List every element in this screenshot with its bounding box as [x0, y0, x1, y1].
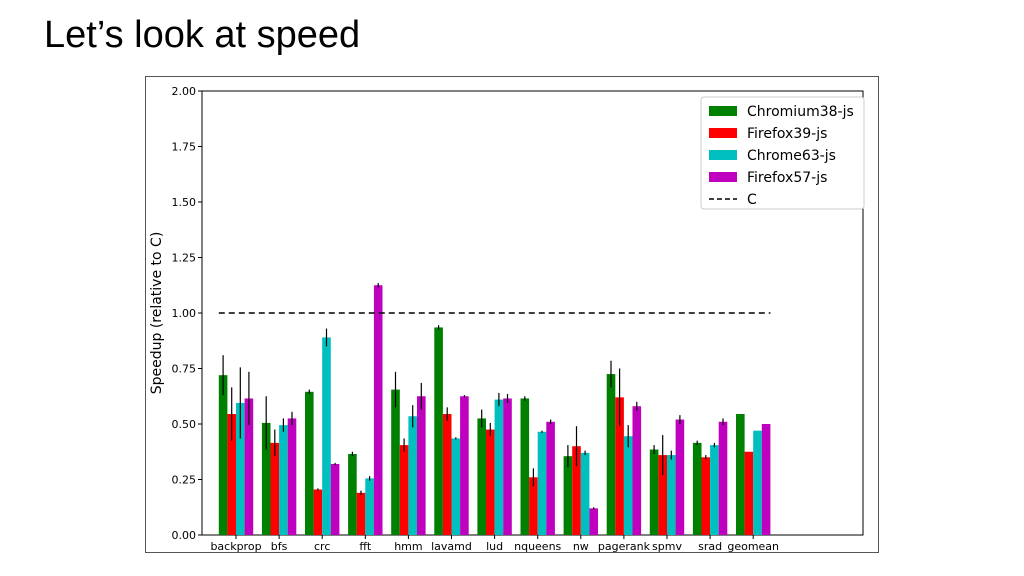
bar [572, 446, 581, 535]
bar [744, 451, 754, 535]
x-tick-label: geomean [727, 540, 779, 552]
bar [580, 452, 590, 535]
x-tick-label: bfs [271, 540, 288, 552]
bar [736, 414, 745, 535]
bar [434, 327, 443, 535]
legend-label: Chrome63-js [747, 148, 836, 164]
legend-label: Chromium38-js [747, 104, 854, 120]
bar [615, 397, 624, 535]
x-tick-label: srad [698, 540, 722, 552]
x-tick-label: nqueens [514, 540, 561, 552]
bar [563, 456, 573, 535]
bar [692, 442, 702, 535]
bar [606, 374, 616, 535]
y-axis-title: Speedup (relative to C) [149, 232, 165, 395]
legend-swatch [709, 150, 737, 160]
bar [546, 421, 555, 535]
legend-swatch [709, 106, 737, 116]
y-tick-label: 0.00 [172, 529, 197, 542]
bar [227, 414, 236, 535]
y-tick-label: 1.25 [172, 252, 197, 265]
bar [520, 398, 530, 535]
bar [658, 455, 667, 535]
bar [675, 419, 685, 535]
bar [710, 445, 719, 535]
x-tick-label: pagerank [598, 540, 651, 552]
legend-label: Firefox57-js [747, 170, 827, 186]
bar [442, 414, 452, 535]
bar [322, 337, 331, 535]
x-tick-label: fft [359, 540, 372, 552]
bar [305, 391, 314, 535]
y-tick-label: 1.50 [172, 196, 197, 209]
legend-label: C [747, 192, 757, 208]
legend-swatch [709, 172, 737, 182]
bar [348, 453, 357, 535]
bar [460, 396, 469, 535]
bar [218, 375, 228, 535]
bar [287, 418, 297, 535]
bar [330, 463, 340, 535]
y-tick-label: 0.75 [172, 363, 197, 376]
x-tick-label: nw [573, 540, 589, 552]
speedup-bar-chart: 0.00 0.25 0.50 0.75 1.00 1.25 1.50 1.75 2.00 Spee… [149, 85, 865, 552]
x-tick-label: lavamd [431, 540, 472, 552]
chart-figure: 0.00 0.25 0.50 0.75 1.00 1.25 1.50 1.75 2.00 Spee… [145, 76, 879, 553]
bar [589, 508, 598, 535]
bar [261, 422, 271, 535]
bar [391, 389, 400, 535]
bar [494, 399, 504, 535]
y-tick-label: 0.25 [172, 474, 197, 487]
bar [365, 478, 374, 535]
legend-swatch [709, 128, 737, 138]
x-tick-label: backprop [210, 540, 261, 552]
bar [701, 457, 711, 535]
bar [408, 416, 417, 535]
bar [451, 438, 461, 535]
bar [236, 402, 245, 535]
bar [667, 455, 676, 535]
bar [279, 425, 288, 535]
bar [632, 406, 642, 535]
y-tick-label: 1.00 [172, 307, 197, 320]
bar [313, 489, 323, 535]
bar [753, 430, 762, 535]
bar [537, 431, 547, 535]
y-tick-label: 2.00 [172, 85, 197, 98]
bar [373, 285, 383, 535]
bar [399, 445, 409, 535]
y-tick-label: 1.75 [172, 141, 197, 154]
y-tick-label: 0.50 [172, 418, 197, 431]
x-tick-label: lud [486, 540, 503, 552]
legend-label: Firefox39-js [747, 126, 827, 142]
legend-box [700, 96, 865, 210]
bar [244, 398, 254, 535]
bar [761, 424, 771, 535]
bar [503, 398, 512, 535]
bar [356, 492, 366, 535]
x-tick-label: crc [314, 540, 330, 552]
x-tick-label: spmv [652, 540, 682, 552]
bar [623, 436, 633, 535]
slide-title: Let’s look at speed [44, 14, 361, 56]
bar [417, 396, 426, 535]
bar [486, 429, 495, 535]
x-tick-label: hmm [394, 540, 422, 552]
bar [718, 421, 728, 535]
bar [649, 449, 659, 535]
bar [270, 442, 280, 535]
bar [529, 477, 538, 535]
bar [477, 418, 486, 535]
